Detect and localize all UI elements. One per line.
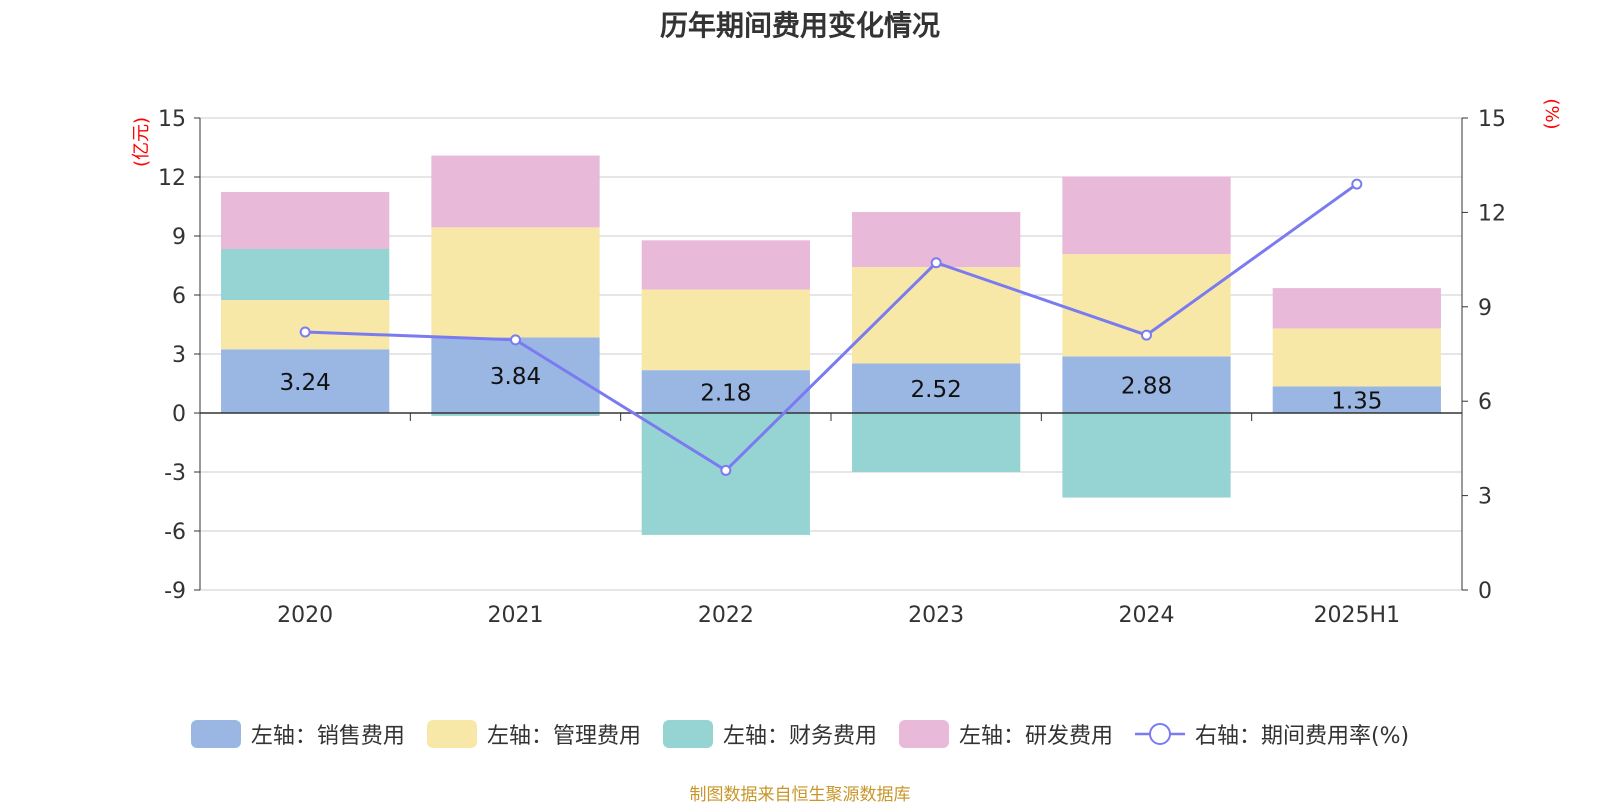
legend-swatch-admin [426, 720, 477, 748]
bar-finance [852, 413, 1021, 472]
left-axis-unit-label: (亿元) [131, 117, 152, 167]
bar-rnd [641, 240, 810, 290]
bar-finance [1062, 413, 1231, 498]
bar-finance [221, 248, 390, 301]
bar-admin [641, 289, 810, 371]
legend-label-rnd: 左轴：研发费用 [958, 724, 1113, 749]
bar-rnd [1272, 288, 1441, 329]
bar-rnd [431, 155, 600, 228]
category-label: 2020 [277, 603, 333, 628]
right-tick-label: 15 [1478, 107, 1506, 132]
data-label-sales: 3.84 [490, 364, 541, 390]
right-tick-label: 3 [1478, 485, 1492, 510]
legend-label-admin: 左轴：管理费用 [486, 724, 641, 749]
category-label: 2021 [488, 603, 544, 628]
bar-rnd [221, 191, 390, 249]
data-label-sales: 3.24 [280, 370, 331, 396]
legend-item-admin[interactable]: 左轴：管理费用 [426, 718, 641, 750]
data-label-sales: 2.18 [700, 381, 751, 407]
rate-point [720, 464, 732, 476]
rate-point [1351, 178, 1363, 190]
rate-point [299, 326, 311, 338]
legend-swatch-finance [662, 720, 713, 748]
legend-label-sales: 左轴：销售费用 [250, 724, 405, 749]
left-tick-label: 3 [172, 343, 186, 368]
category-label: 2025H1 [1314, 603, 1401, 628]
rate-line [305, 182, 1358, 473]
bar-sales [852, 363, 1021, 413]
right-tick-label: 0 [1478, 579, 1492, 604]
chart-title: 历年期间费用变化情况 [659, 9, 940, 42]
legend-label-rate: 右轴：期间费用率(%) [1194, 724, 1410, 749]
bar-sales [1272, 386, 1441, 413]
data-label-sales: 2.52 [911, 377, 962, 403]
right-tick-label: 9 [1478, 296, 1492, 321]
left-tick-label: 12 [158, 166, 186, 191]
bar-admin [1272, 328, 1441, 387]
bar-finance [431, 413, 600, 416]
legend-item-rate[interactable]: 右轴：期间费用率(%) [1134, 718, 1410, 750]
legend: 左轴：销售费用 左轴：管理费用 左轴：财务费用 左轴：研发费用 右轴：期间费用率… [0, 718, 1600, 750]
bar-sales [641, 370, 810, 413]
bar-admin [431, 227, 600, 338]
rate-point [510, 334, 521, 346]
right-tick-label: 6 [1478, 390, 1492, 415]
right-tick-label: 12 [1478, 201, 1506, 226]
category-label: 2022 [698, 603, 754, 628]
legend-item-sales[interactable]: 左轴：销售费用 [190, 718, 405, 750]
data-label-sales: 2.88 [1121, 374, 1172, 400]
legend-item-finance[interactable]: 左轴：财务费用 [662, 718, 877, 750]
left-tick-label: 15 [158, 107, 186, 132]
bar-sales [1062, 356, 1231, 413]
data-label-sales: 1.35 [1331, 389, 1382, 415]
bar-sales [221, 349, 390, 413]
legend-swatch-rate [1134, 723, 1185, 745]
rate-point [930, 257, 942, 269]
left-tick-label: -6 [164, 520, 186, 545]
category-label: 2024 [1119, 603, 1175, 628]
bar-admin [221, 300, 390, 350]
source-note: 制图数据来自恒生聚源数据库 [689, 785, 911, 805]
bar-rnd [1062, 176, 1231, 255]
legend-swatch-rnd [898, 720, 949, 748]
right-axis-unit-label: (%) [1541, 98, 1562, 129]
legend-item-rnd[interactable]: 左轴：研发费用 [898, 718, 1113, 750]
left-tick-label: 6 [172, 284, 186, 309]
left-tick-label: 9 [172, 225, 186, 250]
legend-swatch-sales [190, 720, 241, 748]
left-tick-label: 0 [172, 402, 186, 427]
legend-label-finance: 左轴：财务费用 [722, 724, 877, 749]
bar-admin [1062, 254, 1231, 357]
rate-point [1141, 329, 1152, 341]
left-tick-label: -9 [164, 579, 186, 604]
category-label: 2023 [908, 603, 964, 628]
left-tick-label: -3 [164, 461, 186, 486]
